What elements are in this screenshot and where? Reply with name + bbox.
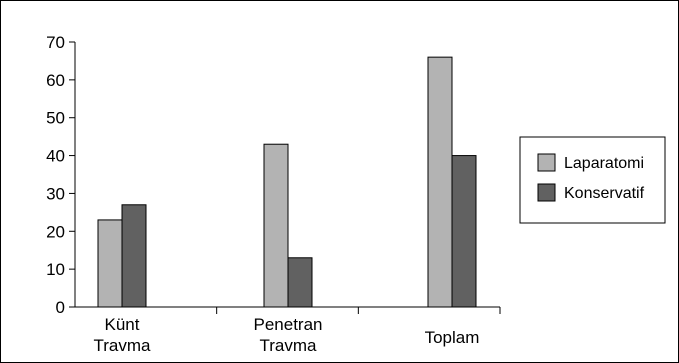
legend: Laparatomi Konservatif (519, 136, 666, 224)
bar-konservatif-0 (121, 204, 147, 308)
y-tick-label: 20 (46, 222, 65, 241)
y-tick-label: 30 (46, 184, 65, 203)
bar-konservatif-2 (451, 155, 477, 308)
x-category-label: Travma (260, 336, 318, 355)
legend-label: Konservatif (564, 185, 645, 202)
y-tick-label: 50 (46, 109, 65, 128)
bar-konservatif-1 (287, 257, 313, 308)
y-tick-label: 70 (46, 33, 65, 52)
y-tick-label: 10 (46, 260, 65, 279)
x-category-label: Künt (105, 315, 140, 334)
bar-laparatomi-2 (427, 56, 453, 308)
bar-laparatomi-1 (263, 143, 289, 308)
legend-swatch (537, 153, 556, 172)
y-tick-label: 60 (46, 71, 65, 90)
legend-label: Laparatomi (564, 155, 644, 172)
x-category-label: Travma (94, 336, 152, 355)
x-category-label: Penetran (254, 315, 323, 334)
legend-box (519, 136, 666, 224)
y-tick-label: 0 (56, 298, 65, 317)
bar-laparatomi-0 (97, 219, 123, 308)
y-tick-label: 40 (46, 147, 65, 166)
legend-swatch (537, 183, 556, 202)
y-axis: 0 10 20 30 40 50 60 70 (46, 33, 76, 317)
bars (97, 56, 477, 308)
x-category-label: Toplam (425, 328, 480, 347)
